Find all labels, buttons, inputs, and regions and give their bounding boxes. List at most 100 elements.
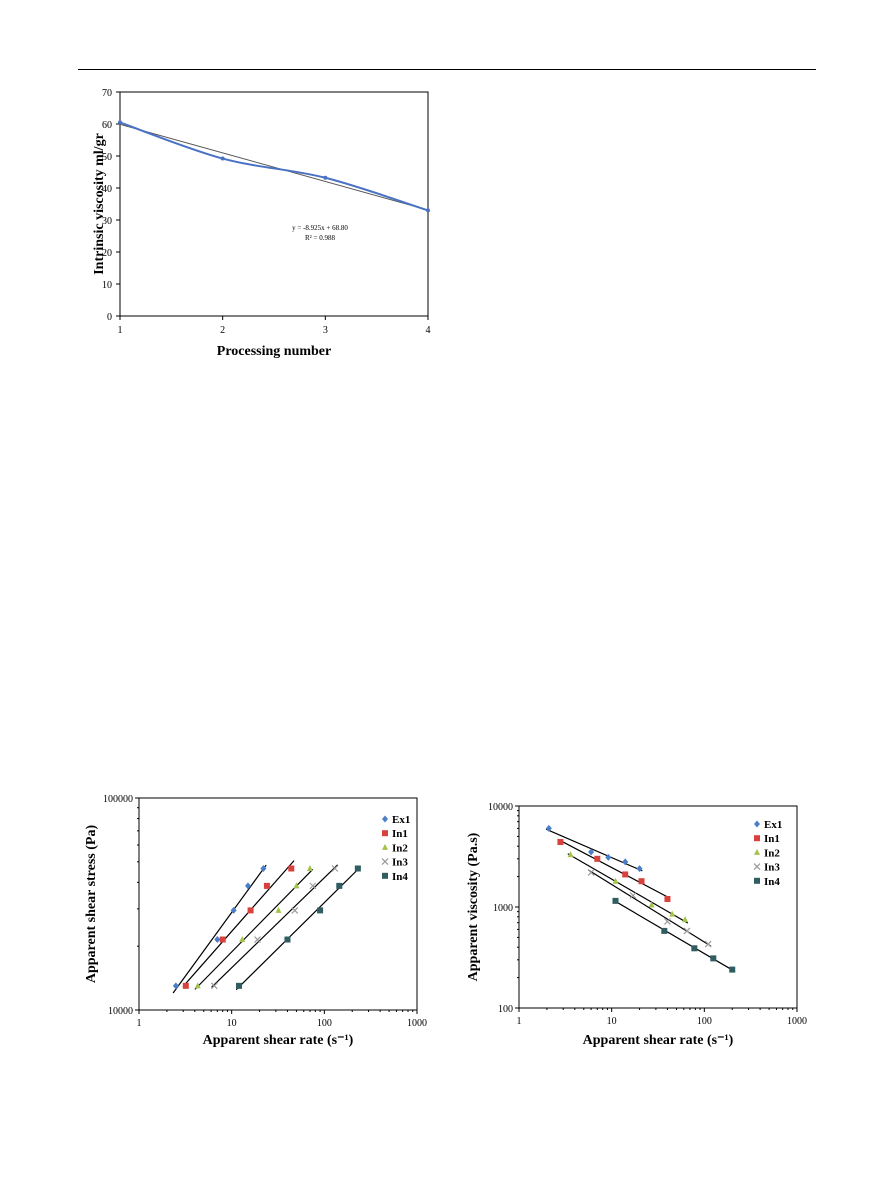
legend-label-in3: In3 [764,862,780,874]
series-line [119,121,429,212]
data-point [426,208,430,213]
page-header-rule [78,69,816,70]
point-in1 [638,878,645,885]
intrinsic-viscosity-chart: 0 10 20 30 40 50 60 70 1 2 3 4 y = -8.925x + 68.80 R²… [92,88,431,359]
point-in4 [661,927,668,934]
y-tick-label: 10000 [108,1006,133,1017]
legend-marker-in3 [381,858,389,866]
point-in4 [336,882,343,889]
point-in3 [254,936,261,943]
point-in3 [704,940,712,948]
fit-line-ex1 [172,864,267,994]
x-tick-label: 10 [607,1016,617,1027]
legend-marker-in1 [754,835,760,842]
x-axis-title: Apparent shear rate (s⁻¹) [583,1033,734,1048]
point-in1 [622,871,629,878]
point-ex1 [214,936,221,944]
point-in1 [219,936,226,943]
point-in4 [284,936,291,943]
legend-marker-ex1 [382,815,388,823]
legend-marker-in4 [382,872,388,879]
point-in2 [306,865,313,871]
point-in2 [293,882,300,889]
y-tick-label: 10000 [488,802,513,813]
point-in3 [210,982,218,990]
legend-marker-in3 [753,863,761,871]
x-tick-label: 10 [227,1018,237,1029]
legend-marker-ex1 [754,820,760,828]
point-in1 [594,855,601,862]
x-tick-label: 2 [220,325,225,336]
point-in3 [331,865,339,872]
legend-marker-in4 [754,877,760,884]
fit-line-ex1 [545,828,643,872]
x-tick-label: 1000 [787,1016,807,1027]
x-axis-title: Apparent shear rate (s⁻¹) [203,1033,354,1048]
x-tick-label: 4 [426,325,431,336]
y-tick-label: 1000 [493,903,513,914]
y-tick-label: 50 [102,152,112,163]
x-tick-label: 100 [317,1018,332,1029]
y-tick-label: 60 [102,120,112,131]
point-in4 [236,982,243,989]
point-ex1 [260,865,267,872]
point-ex1 [244,882,251,890]
y-axis-title: Intrinsic viscosity ml/gr [92,133,107,275]
fit-line-in1 [557,838,671,899]
legend-marker-in2 [754,848,760,855]
point-ex1 [605,853,612,861]
x-tick-label: 1000 [407,1018,427,1029]
legend-label-in4: In4 [764,876,780,888]
point-in1 [263,882,270,889]
point-in2 [194,982,201,989]
fit-line-in3 [211,864,339,988]
point-in3 [629,892,637,899]
point-ex1 [545,824,552,832]
legend-label-in1: In1 [392,828,408,840]
x-tick-label: 100 [697,1016,712,1027]
point-in2 [648,901,655,908]
point-ex1 [588,848,595,856]
y-tick-label: 100000 [103,794,133,805]
data-point [118,120,122,125]
plot-area-frame [119,91,429,317]
point-in4 [317,907,324,914]
point-ex1 [636,865,643,873]
fit-line-in3 [588,869,712,947]
y-axis-title: Apparent shear stress (Pa) [84,825,99,984]
point-in2 [567,851,574,858]
point-in2 [612,877,619,884]
point-in3 [291,906,299,914]
legend-label-in1: In1 [764,833,780,845]
point-in1 [247,907,254,914]
point-in1 [182,982,189,989]
x-tick-label: 1 [517,1016,522,1027]
point-in3 [587,868,595,876]
point-ex1 [172,982,179,990]
fit-line-in4 [612,899,736,973]
x-axis-title: Processing number [217,344,331,359]
trendline [119,123,429,211]
fit-line-in1 [182,860,295,987]
point-in4 [354,865,361,872]
legend-marker-in2 [382,843,388,850]
x-tick-label: 3 [323,325,328,336]
x-tick-label: 1 [137,1018,142,1029]
y-tick-label: 30 [102,216,112,227]
point-in1 [664,896,671,903]
data-point [323,175,328,180]
legend-label-in2: In2 [392,842,408,854]
point-in4 [710,955,717,962]
y-tick-label: 10 [102,280,112,291]
point-ex1 [230,906,237,914]
point-in4 [691,945,698,952]
fit-line-in2 [194,868,314,990]
legend-marker-in1 [382,830,388,837]
point-in1 [557,839,564,846]
y-tick-label: 20 [102,248,112,259]
legend-label-in2: In2 [764,847,780,859]
y-tick-label: 0 [107,312,112,323]
fit-line-in2 [567,853,689,924]
